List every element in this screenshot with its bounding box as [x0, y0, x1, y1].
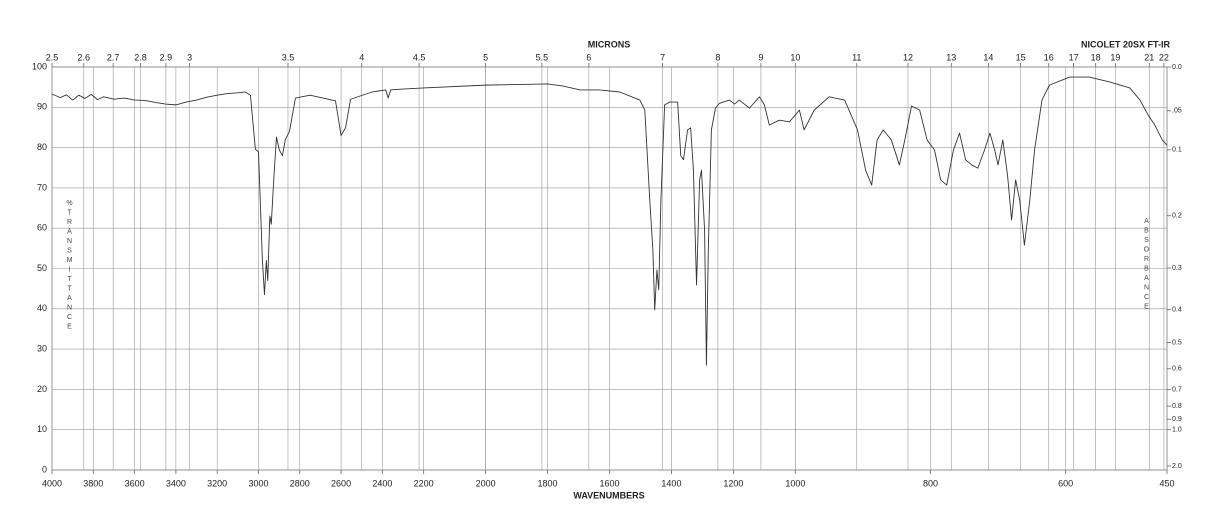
y2-tick-label: 0.3: [1172, 265, 1182, 272]
y2-tick-label: 1.0: [1172, 427, 1182, 434]
x2-tick-label: 5.5: [536, 52, 549, 62]
y-tick-label: 0: [42, 464, 47, 474]
y-tick-label: 50: [37, 263, 47, 273]
x2-tick-label: 3.5: [282, 52, 295, 62]
x2-tick-label: 4.5: [413, 52, 426, 62]
x-tick-label: 2200: [414, 478, 434, 488]
y-tick-label: 10: [37, 424, 47, 434]
x2-tick-label: 19: [1110, 52, 1120, 62]
x-tick-label: 3200: [207, 478, 227, 488]
y-tick-label: 80: [37, 142, 47, 152]
x2-tick-label: 8: [715, 52, 720, 62]
x2-tick-label: 6: [586, 52, 591, 62]
x-tick-label: 1600: [599, 478, 619, 488]
x2-tick-label: 16: [1044, 52, 1054, 62]
y2-tick-label: .05: [1172, 108, 1182, 115]
x2-tick-label: 22: [1159, 52, 1169, 62]
x-tick-label: 3800: [83, 478, 103, 488]
x-tick-label: 2600: [331, 478, 351, 488]
x-axis-title: WAVENUMBERS: [573, 490, 644, 500]
x-tick-label: 4000: [42, 478, 62, 488]
y2-tick-label: 0.2: [1172, 213, 1182, 220]
y2-tick-label: 0.4: [1172, 306, 1182, 313]
x2-tick-label: 9: [758, 52, 763, 62]
y2-tick-label: 0.5: [1172, 339, 1182, 346]
x2-tick-label: 12: [903, 52, 913, 62]
y-tick-label: 20: [37, 384, 47, 394]
x-tick-label: 2000: [476, 478, 496, 488]
y2-tick-label: 0.8: [1172, 403, 1182, 410]
x2-tick-label: 3: [187, 52, 192, 62]
x2-tick-label: 2.7: [107, 52, 120, 62]
x2-tick-label: 2.6: [78, 52, 91, 62]
y2-tick-label: 0.9: [1172, 416, 1182, 423]
x2-tick-label: 2.8: [134, 52, 147, 62]
x-tick-label: 3400: [166, 478, 186, 488]
x-tick-label: 800: [923, 478, 938, 488]
y-axis-title: %TRANSMITTANCE: [66, 200, 73, 333]
x-tick-label: 2400: [372, 478, 392, 488]
x-tick-label: 3600: [125, 478, 145, 488]
x-tick-label: 3000: [248, 478, 268, 488]
x2-tick-label: 10: [790, 52, 800, 62]
x2-tick-label: 14: [983, 52, 993, 62]
x2-tick-label: 21: [1144, 52, 1154, 62]
y-tick-label: 40: [37, 303, 47, 313]
x-tick-label: 1000: [785, 478, 805, 488]
y2-tick-label: 0.6: [1172, 366, 1182, 373]
x-tick-label: 450: [1159, 478, 1174, 488]
y2-tick-label: 2.0: [1172, 463, 1182, 470]
x-tick-label: 1400: [661, 478, 681, 488]
x-tick-label: 1800: [538, 478, 558, 488]
x-tick-label: 1200: [723, 478, 743, 488]
x2-tick-label: 2.9: [160, 52, 173, 62]
top-axis-title: MICRONS: [588, 39, 631, 49]
y2-tick-label: 0.1: [1172, 147, 1182, 154]
y-tick-label: 60: [37, 223, 47, 233]
y-tick-label: 70: [37, 182, 47, 192]
x2-tick-label: 11: [852, 52, 861, 62]
instrument-annotation: NICOLET 20SX FT-IR: [1081, 39, 1171, 49]
x2-tick-label: 13: [946, 52, 956, 62]
x-tick-label: 2800: [290, 478, 310, 488]
x2-tick-label: 7: [660, 52, 665, 62]
x2-tick-label: 5: [483, 52, 488, 62]
y2-tick-label: 0.0: [1172, 64, 1182, 71]
spectrum-line: [51, 76, 1168, 366]
x2-tick-label: 4: [359, 52, 364, 62]
y2-axis-title: ABSORBANCE: [1143, 218, 1150, 313]
y-tick-label: 100: [32, 61, 47, 71]
x2-tick-label: 17: [1069, 52, 1079, 62]
y2-tick-label: 0.7: [1172, 386, 1182, 393]
y-tick-label: 90: [37, 102, 47, 112]
y-tick-label: 30: [37, 343, 47, 353]
x2-tick-label: 15: [1016, 52, 1026, 62]
x2-tick-label: 18: [1091, 52, 1101, 62]
x-tick-label: 600: [1058, 478, 1073, 488]
x2-tick-label: 2.5: [46, 52, 59, 62]
